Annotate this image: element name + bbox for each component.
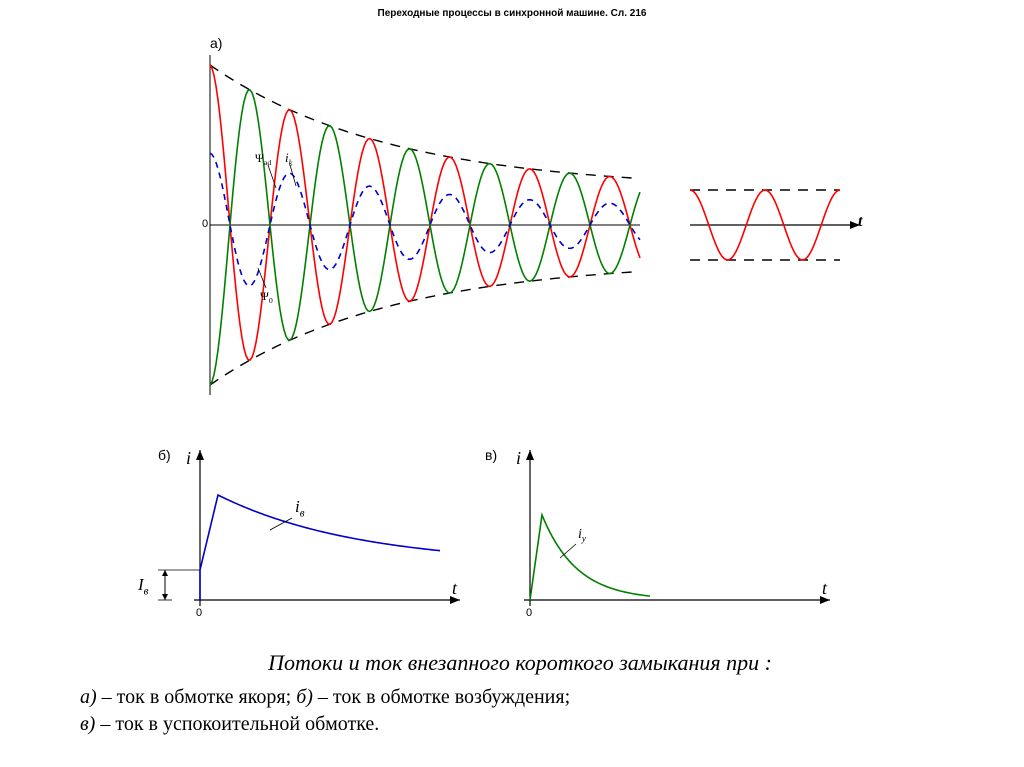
caption-line-c: в) – ток в успокоительной обмотке. [80,713,960,736]
svg-text:t: t [822,578,828,598]
svg-text:iу: iу [578,527,587,544]
caption-line-ab: а) – ток в обмотке якоря; б) – ток в обм… [80,686,960,709]
chart-c: 0 t i iу [0,0,1024,650]
caption-main: Потоки и ток внезапного короткого замыка… [80,650,960,676]
svg-text:i: i [516,448,521,468]
caption-text-c: – ток в успокоительной обмотке. [95,713,379,735]
svg-text:0: 0 [526,607,532,619]
caption-tag-a: а) [80,686,97,708]
caption-tag-c: в) [80,713,95,735]
caption-text-b: – ток в обмотке возбуждения; [313,686,570,708]
caption-text-a: – ток в обмотке якоря; [97,686,297,708]
caption: Потоки и ток внезапного короткого замыка… [80,650,960,740]
caption-tag-b: б) [296,686,313,708]
